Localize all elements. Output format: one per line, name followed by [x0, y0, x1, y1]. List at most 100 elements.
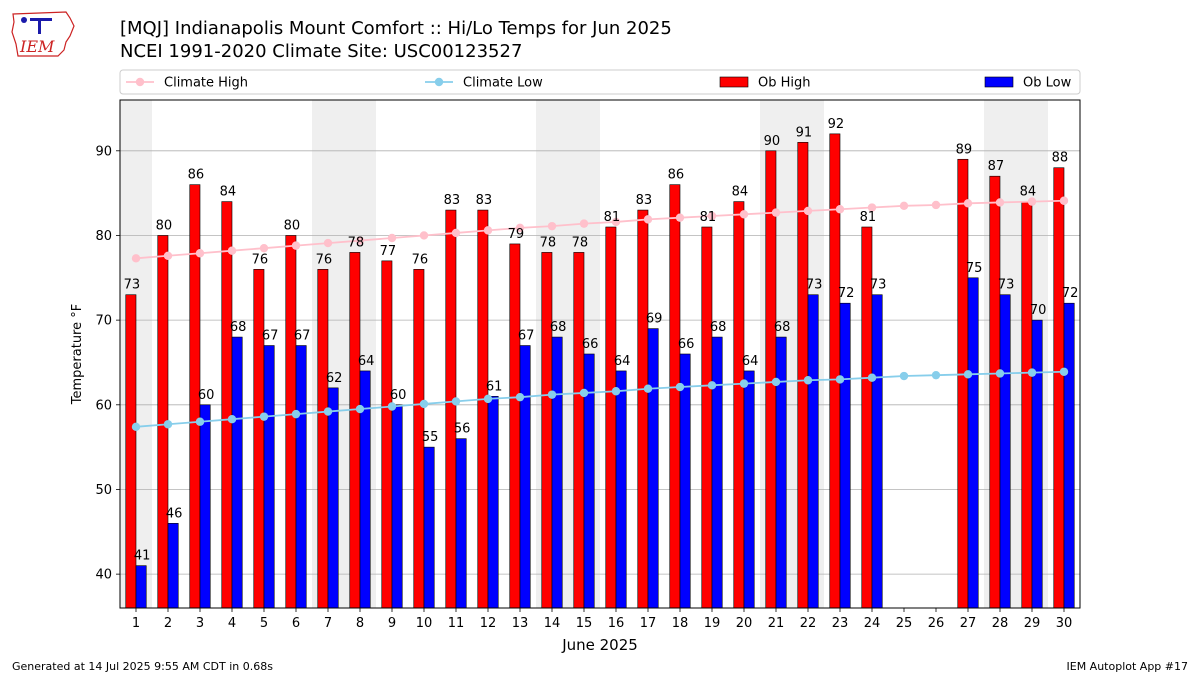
ob-high-label: 83	[636, 193, 653, 208]
x-tick-label: 15	[576, 616, 593, 631]
ob-low-bar	[1031, 319, 1043, 609]
climate-high-marker	[323, 238, 333, 248]
climate-low-marker	[483, 394, 493, 404]
y-tick-label: 90	[95, 144, 112, 159]
y-tick-label: 80	[95, 229, 112, 244]
legend-box	[119, 69, 1081, 95]
ob-low-label: 75	[966, 261, 983, 276]
logo-mast	[38, 18, 41, 34]
climate-high-marker	[931, 200, 941, 210]
climate-low-marker	[835, 375, 845, 384]
ob-low-label: 46	[166, 506, 183, 521]
ob-high-bar	[1021, 201, 1033, 609]
ob-low-bar	[135, 565, 147, 609]
ob-low-bar	[679, 353, 691, 609]
climate-high-marker	[1059, 196, 1069, 205]
x-tick-label: 2	[164, 616, 172, 631]
climate-high-marker	[387, 233, 397, 243]
ob-low-label: 73	[870, 278, 887, 293]
climate-low-marker	[419, 399, 429, 409]
ob-high-bar	[637, 209, 649, 609]
ob-low-bar	[1063, 302, 1075, 609]
ob-low-label: 72	[1062, 286, 1079, 301]
climate-high-marker	[1027, 197, 1037, 206]
ob-low-bar	[487, 396, 499, 609]
ob-high-label: 92	[828, 117, 845, 132]
ob-low-bar	[519, 345, 531, 609]
ob-low-bar	[199, 404, 211, 609]
climate-low-marker	[899, 371, 909, 381]
ob-high-label: 87	[988, 159, 1005, 174]
x-tick-label: 16	[608, 616, 625, 631]
x-axis-label: June 2025	[561, 636, 638, 654]
legend-climate-low-swatch-marker	[434, 77, 444, 87]
ob-high-label: 81	[860, 210, 877, 225]
ob-low-label: 66	[678, 337, 695, 352]
climate-high-marker	[675, 213, 685, 222]
climate-low-marker	[547, 390, 557, 399]
ob-high-label: 81	[604, 210, 621, 225]
climate-high-marker	[867, 203, 877, 212]
climate-high-marker	[771, 208, 781, 217]
climate-low-marker	[739, 379, 749, 388]
logo-text: IEM	[19, 37, 55, 56]
ob-high-bar	[573, 252, 585, 609]
ob-high-bar	[285, 235, 297, 609]
ob-low-label: 67	[262, 329, 279, 344]
x-tick-label: 3	[196, 616, 204, 631]
ob-low-bar	[871, 294, 883, 609]
ob-low-label: 68	[230, 320, 247, 335]
ob-low-bar	[263, 345, 275, 609]
ob-high-label: 84	[220, 185, 237, 200]
x-tick-label: 28	[992, 616, 1009, 631]
ob-low-label: 68	[774, 320, 791, 335]
ob-high-label: 78	[348, 235, 365, 250]
ob-high-label: 90	[764, 134, 781, 149]
x-tick-label: 26	[928, 616, 945, 631]
legend-climate-high-label: Climate High	[164, 76, 248, 91]
ob-low-label: 66	[582, 337, 599, 352]
climate-high-marker	[963, 199, 973, 208]
x-tick-label: 12	[480, 616, 497, 631]
climate-high-marker	[547, 221, 557, 231]
climate-high-marker	[195, 249, 205, 258]
climate-low-marker	[195, 417, 205, 426]
ob-low-label: 64	[614, 354, 631, 369]
climate-low-marker	[579, 388, 589, 398]
x-tick-label: 11	[448, 616, 465, 631]
ob-low-bar	[775, 336, 787, 609]
logo-dot	[21, 17, 27, 23]
climate-high-marker	[899, 201, 909, 211]
legend-ob-high-swatch	[719, 76, 749, 88]
climate-low-marker	[771, 377, 781, 387]
ob-high-label: 83	[444, 193, 461, 208]
ob-high-bar	[1053, 167, 1065, 609]
ob-low-label: 73	[806, 278, 823, 293]
ob-low-label: 70	[1030, 303, 1047, 318]
ob-low-label: 60	[198, 388, 215, 403]
y-tick-label: 50	[95, 483, 112, 498]
climate-low-marker	[131, 422, 141, 432]
ob-high-label: 76	[316, 252, 333, 267]
climate-high-marker	[643, 215, 653, 224]
climate-high-marker	[291, 241, 301, 250]
climate-high-marker	[835, 205, 845, 214]
climate-high-marker	[227, 246, 237, 255]
climate-low-marker	[867, 373, 877, 382]
x-tick-label: 25	[896, 616, 913, 631]
x-tick-label: 5	[260, 616, 268, 631]
ob-high-label: 78	[540, 235, 557, 250]
x-tick-label: 22	[800, 616, 817, 631]
x-tick-label: 13	[512, 616, 529, 631]
ob-low-label: 56	[454, 422, 471, 437]
ob-high-label: 76	[252, 252, 269, 267]
climate-low-marker	[387, 402, 397, 411]
x-tick-label: 27	[960, 616, 977, 631]
ob-low-label: 67	[518, 329, 535, 344]
climate-low-marker	[931, 370, 941, 380]
climate-low-marker	[707, 381, 717, 390]
ob-low-bar	[839, 302, 851, 609]
ob-low-bar	[551, 336, 563, 609]
x-tick-label: 30	[1056, 616, 1073, 631]
climate-high-marker	[163, 251, 173, 260]
